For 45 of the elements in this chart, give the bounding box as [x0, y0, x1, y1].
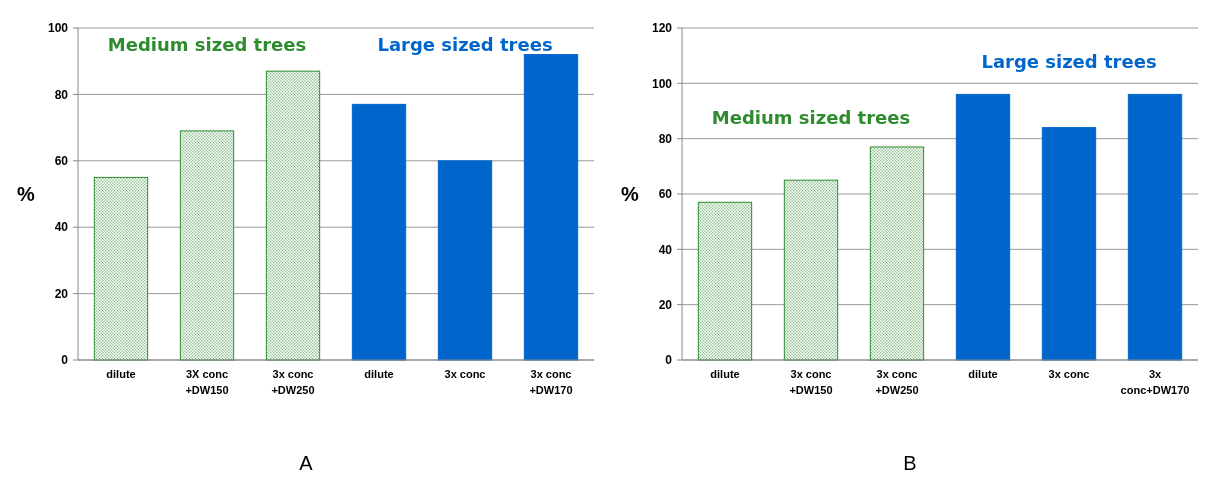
annotation: Large sized trees — [377, 33, 553, 55]
bar — [437, 160, 493, 361]
text: B — [903, 452, 917, 474]
y-tick-label: 20 — [658, 297, 673, 312]
y-tick-label: 80 — [54, 87, 69, 102]
y-tick-label: 100 — [651, 76, 673, 91]
x-tick-label: 3x conc — [1048, 368, 1090, 380]
annotation: Large sized trees — [981, 50, 1157, 72]
y-tick-label: 60 — [54, 154, 69, 168]
x-tick-label: 3x conc — [444, 368, 486, 380]
y-tick-label: 20 — [54, 286, 69, 301]
x-tick-label: dilute — [968, 368, 998, 380]
y-axis-title: % — [17, 183, 36, 205]
text: A — [299, 452, 314, 474]
y-tick-label: 80 — [658, 131, 673, 146]
bar — [783, 179, 839, 361]
bar — [351, 103, 407, 361]
x-tick-label: dilute — [106, 368, 136, 380]
y-tick-label: 100 — [47, 21, 69, 36]
y-axis-title: % — [621, 183, 640, 205]
annotation: Medium sized trees — [711, 106, 911, 128]
y-tick-label: 0 — [665, 353, 673, 368]
bar — [523, 54, 579, 361]
bar — [869, 146, 925, 361]
x-tick-label: dilute — [710, 368, 740, 380]
x-tick-label: 3x conc +DW170 — [529, 368, 573, 396]
bar — [697, 201, 753, 361]
bar — [179, 130, 235, 361]
x-tick-label: 3x conc +DW250 — [271, 368, 315, 396]
y-tick-label: 60 — [658, 187, 673, 202]
x-tick-label: 3X conc +DW150 — [185, 368, 229, 396]
bar — [1127, 93, 1183, 361]
x-tick-label: 3x conc +DW250 — [875, 368, 919, 396]
annotation: Medium sized trees — [107, 33, 307, 55]
bar — [93, 176, 149, 361]
x-tick-label: dilute — [364, 368, 394, 380]
bar — [265, 70, 321, 361]
x-tick-label: 3x conc +DW150 — [789, 368, 833, 396]
bar — [1041, 127, 1097, 361]
bar — [955, 93, 1011, 361]
y-tick-label: 40 — [54, 220, 69, 235]
x-tick-label: 3x conc+DW170 — [1120, 368, 1190, 396]
y-tick-label: 0 — [61, 353, 69, 368]
y-tick-label: 40 — [658, 242, 673, 257]
y-tick-label: 120 — [651, 21, 673, 36]
